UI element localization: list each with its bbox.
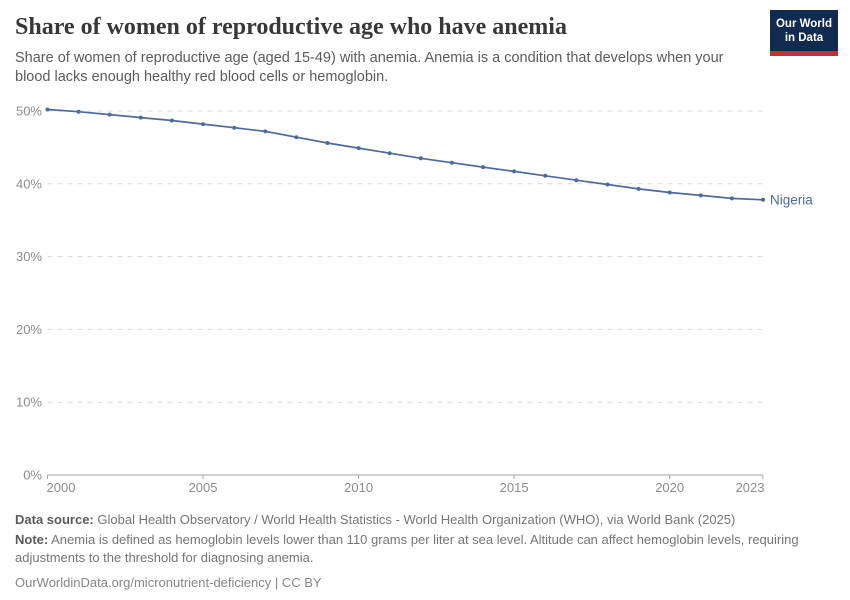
series-end-label: Nigeria — [770, 192, 813, 207]
line-chart: 0% 10% 20% 30% 40% 50% 2000 2005 2010 2015 2020 202… — [16, 104, 813, 496]
data-point — [418, 156, 423, 161]
owid-logo: Our World in Data — [770, 10, 838, 56]
note-text: Anemia is defined as hemoglobin levels l… — [15, 532, 799, 565]
data-point — [45, 107, 50, 112]
x-axis-tick-label: 2020 — [655, 480, 684, 495]
x-axis-tick-label: 2010 — [344, 480, 373, 495]
x-axis-tick-label: 2000 — [47, 480, 76, 495]
data-point — [667, 190, 672, 195]
data-line — [47, 108, 764, 201]
data-point — [481, 165, 485, 170]
citation-line: OurWorldinData.org/micronutrient-deficie… — [15, 575, 322, 590]
data-point — [761, 197, 765, 202]
data-point — [512, 169, 517, 174]
data-source-text: Global Health Observatory / World Health… — [97, 512, 736, 527]
data-point — [263, 129, 268, 134]
chart-subtitle: Share of women of reproductive age (aged… — [15, 50, 724, 85]
data-point — [605, 182, 610, 187]
y-axis-tick-label: 50% — [16, 104, 42, 119]
data-point — [356, 146, 361, 151]
data-point — [169, 118, 174, 123]
y-axis-tick-label: 30% — [16, 249, 42, 264]
data-point — [201, 122, 205, 127]
note-row: Note: Anemia is defined as hemoglobin le… — [15, 531, 810, 567]
note-label: Note: — [15, 532, 49, 547]
chart-footer: Data source: Global Health Observatory /… — [15, 511, 815, 590]
y-axis-tick-label: 0% — [23, 468, 42, 483]
data-point — [698, 193, 703, 198]
data-point — [543, 173, 548, 178]
data-point — [729, 196, 734, 201]
data-point — [574, 178, 579, 183]
x-axis-tick-label: 2023 — [736, 480, 765, 495]
chart-header: Share of women of reproductive age who h… — [15, 14, 835, 86]
owid-logo-line2: in Data — [784, 32, 824, 44]
y-axis-tick-label: 10% — [16, 395, 42, 410]
page-title: Share of women of reproductive age who h… — [15, 14, 567, 40]
y-axis-tick-label: 40% — [16, 176, 42, 191]
owid-logo-line1: Our World — [775, 18, 832, 30]
data-point — [387, 151, 392, 156]
x-axis-tick-label: 2005 — [189, 480, 218, 495]
y-axis-tick-label: 20% — [16, 322, 42, 337]
data-point — [294, 135, 299, 140]
data-point — [325, 141, 330, 145]
data-point — [76, 109, 81, 114]
data-point — [449, 160, 454, 165]
data-source-row: Data source: Global Health Observatory /… — [15, 511, 815, 529]
data-point — [232, 125, 237, 130]
data-point — [107, 112, 112, 117]
data-point — [138, 115, 143, 120]
data-source-label: Data source: — [15, 512, 94, 527]
data-point — [636, 186, 641, 191]
x-axis-tick-label: 2015 — [500, 480, 529, 495]
